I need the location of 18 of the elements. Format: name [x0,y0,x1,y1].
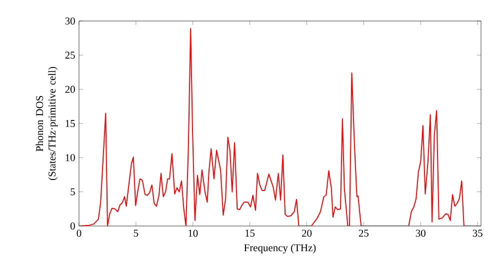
x-tick-label: 10 [188,230,198,237]
y-tick-label: 5 [70,188,75,196]
x-tick-label: 25 [358,230,369,237]
x-tick-label: 30 [416,230,426,237]
y-tick-label: 20 [65,86,75,93]
y-tick-label: 25 [65,52,75,59]
y-tick-label: 15 [66,120,75,128]
x-tick-label: 5 [134,230,138,237]
x-tick-label: 0 [76,230,82,237]
y-tick-label: 10 [66,154,75,162]
x-tick-label: 20 [302,230,312,237]
y-tick-label: 0 [70,222,75,230]
x-tick-label: 35 [472,230,482,237]
x-tick-label: 15 [246,230,255,237]
y-axis-title: Phonon DOS (States/THz·primitive cell) [36,67,58,180]
y-tick-label: 30 [65,17,75,25]
x-axis-title: Frequency (THz) [244,244,316,254]
line-series [79,28,480,226]
